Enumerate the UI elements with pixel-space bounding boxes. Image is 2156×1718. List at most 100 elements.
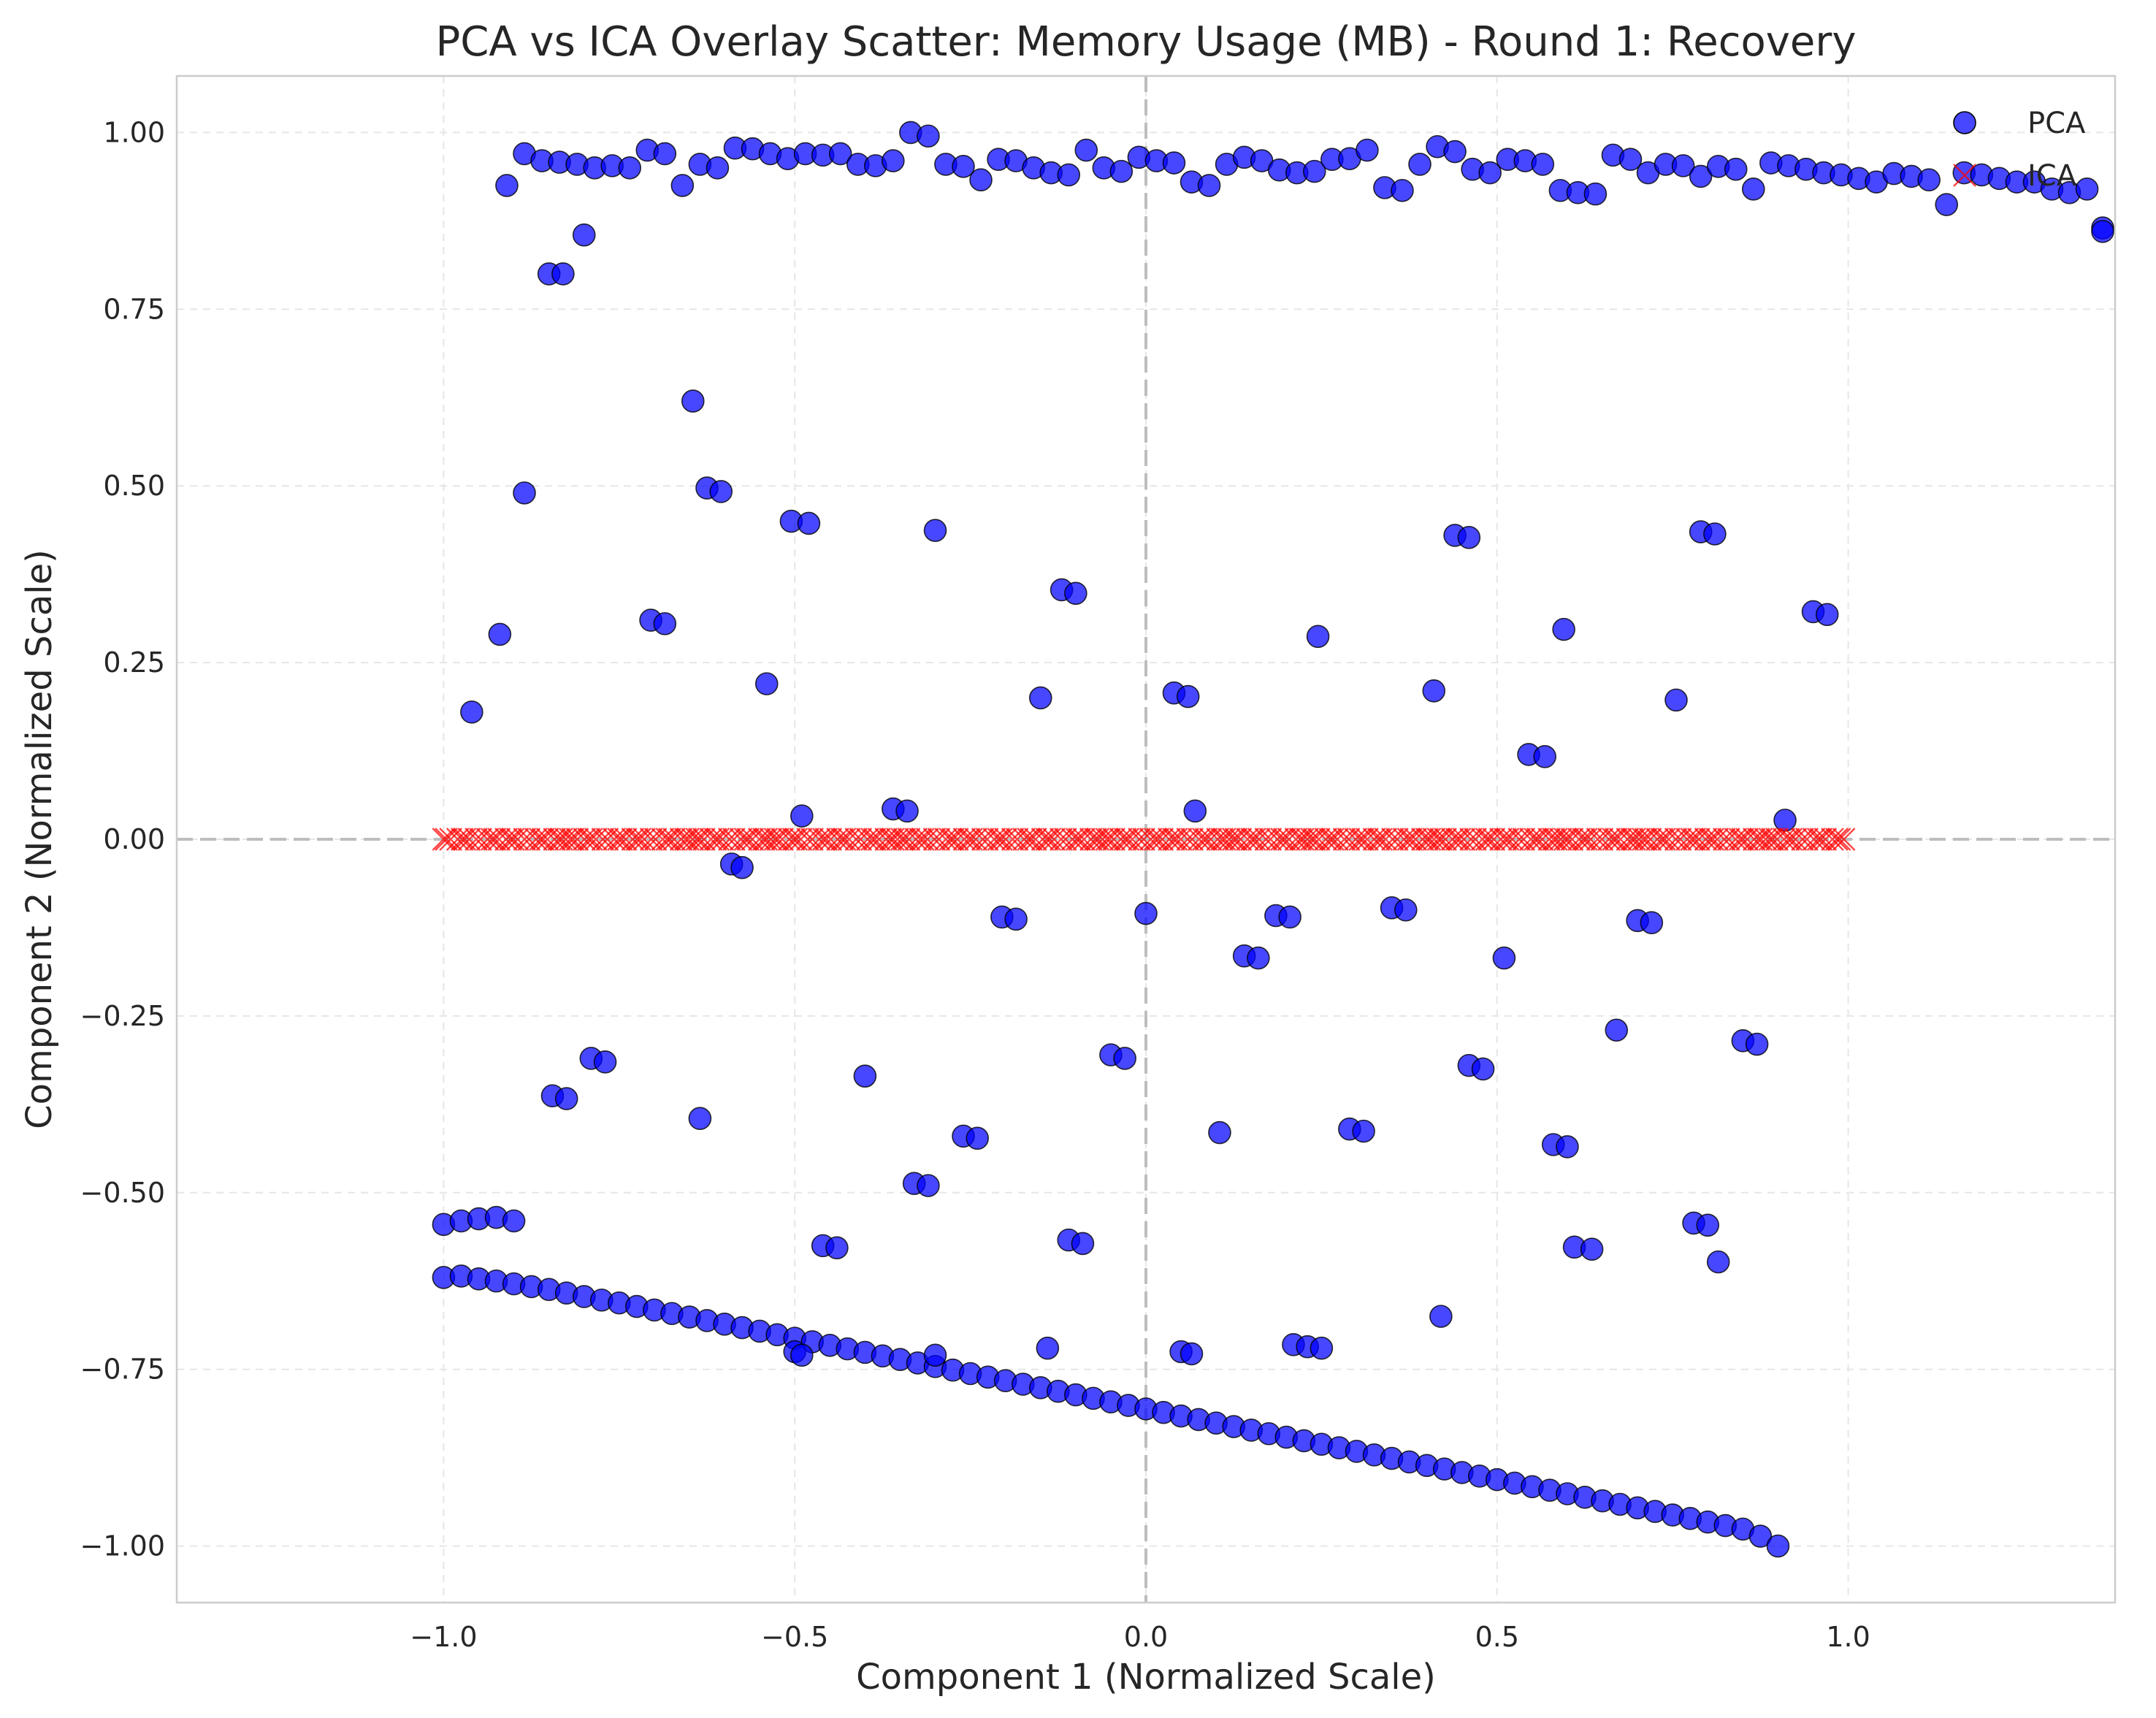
- y-tick-label: 1.00: [103, 116, 165, 148]
- ica-point: [524, 828, 548, 851]
- ica-point: [1507, 828, 1532, 851]
- pca-point: [1180, 1342, 1204, 1366]
- pca-point: [670, 174, 695, 197]
- ica-point: [915, 828, 939, 851]
- ica-point: [1284, 828, 1308, 851]
- ica-point: [833, 828, 857, 851]
- pca-point: [917, 124, 940, 148]
- ica-point: [1418, 828, 1442, 851]
- ica-point: [922, 828, 947, 851]
- pca-point: [730, 855, 754, 879]
- ica-point: [1519, 828, 1543, 851]
- pca-point: [1741, 177, 1765, 201]
- ica-point: [882, 828, 905, 851]
- ica-point: [1146, 828, 1170, 851]
- pca-point: [1356, 138, 1379, 162]
- ica-point: [1068, 828, 1092, 851]
- ica-point: [1578, 828, 1602, 851]
- ica-point: [453, 828, 477, 851]
- pca-point: [572, 223, 596, 247]
- ica-point: [1724, 828, 1748, 851]
- x-axis-label: Component 1 (Normalized Scale): [856, 1657, 1436, 1698]
- y-tick-label: 0.50: [103, 470, 165, 502]
- ica-point: [711, 828, 735, 851]
- pca-point: [513, 481, 536, 505]
- pca-point: [917, 1174, 940, 1197]
- pca-point: [1443, 140, 1467, 164]
- ica-point: [1742, 828, 1766, 851]
- pca-point: [966, 1126, 990, 1150]
- ica-point: [1821, 828, 1844, 851]
- legend-ica-label: ICA: [2027, 159, 2077, 193]
- ica-point: [446, 828, 470, 851]
- ica-point: [1713, 828, 1736, 851]
- pca-point: [853, 1064, 877, 1088]
- ica-point: [531, 828, 555, 851]
- pca-point: [1162, 151, 1186, 175]
- ica-point: [886, 828, 909, 851]
- ica-point: [1090, 828, 1115, 851]
- ica-point: [1683, 828, 1706, 851]
- ica-point: [1109, 828, 1133, 851]
- ica-point: [1381, 828, 1404, 851]
- pca-point: [1531, 153, 1555, 176]
- ica-point: [669, 828, 693, 851]
- ica-point: [681, 828, 705, 851]
- ica-point: [1321, 828, 1345, 851]
- ica-point: [1701, 828, 1725, 851]
- ica-point: [982, 828, 1006, 851]
- ica-point: [1254, 828, 1278, 851]
- pca-point: [1457, 526, 1481, 549]
- legend-pca-label: PCA: [2027, 107, 2086, 140]
- pca-point: [1917, 168, 1941, 192]
- ica-point: [1098, 828, 1121, 851]
- ica-point: [1079, 828, 1103, 851]
- ica-point: [1291, 828, 1315, 851]
- ica-point: [1470, 828, 1494, 851]
- ica-point: [1809, 828, 1833, 851]
- pca-point: [825, 1236, 849, 1260]
- ica-point: [990, 828, 1013, 851]
- pca-point: [1664, 688, 1688, 712]
- ica-point: [1206, 828, 1230, 851]
- ica-point: [796, 828, 819, 851]
- pca-point: [495, 174, 519, 197]
- pca-point: [1478, 161, 1502, 185]
- ica-point: [814, 828, 838, 851]
- pca-point: [1109, 159, 1134, 183]
- pca-point: [1394, 898, 1418, 922]
- ica-point: [1489, 828, 1513, 851]
- ica-point: [1574, 828, 1598, 851]
- pca-point: [1935, 193, 1959, 216]
- ica-point: [1459, 828, 1483, 851]
- pca-point: [554, 1087, 578, 1110]
- ica-point: [1616, 828, 1640, 851]
- ica-point: [747, 828, 771, 851]
- pca-point: [1696, 1213, 1720, 1237]
- pca-point: [1552, 617, 1575, 641]
- y-tick-label: −0.75: [80, 1354, 165, 1386]
- ica-point: [1549, 828, 1572, 851]
- pca-point: [1064, 581, 1087, 606]
- ica-point: [639, 828, 663, 851]
- ica-point: [1664, 828, 1688, 851]
- ica-point: [1694, 828, 1718, 851]
- ica-point: [1042, 828, 1066, 851]
- ica-point: [1236, 828, 1259, 851]
- pca-point: [1533, 744, 1556, 768]
- ica-point: [1120, 828, 1144, 851]
- ica-point: [1217, 828, 1241, 851]
- ica-point: [1086, 828, 1110, 851]
- ica-point: [609, 828, 633, 851]
- ica-point: [971, 828, 995, 851]
- pca-point: [1278, 905, 1301, 929]
- ica-point: [1526, 828, 1550, 851]
- pca-point: [1247, 946, 1270, 970]
- pca-point: [1134, 901, 1158, 925]
- ica-point: [960, 828, 983, 851]
- pca-point: [790, 1343, 814, 1367]
- pca-point: [1583, 182, 1608, 206]
- ica-point: [1772, 828, 1796, 851]
- ica-point: [837, 828, 861, 851]
